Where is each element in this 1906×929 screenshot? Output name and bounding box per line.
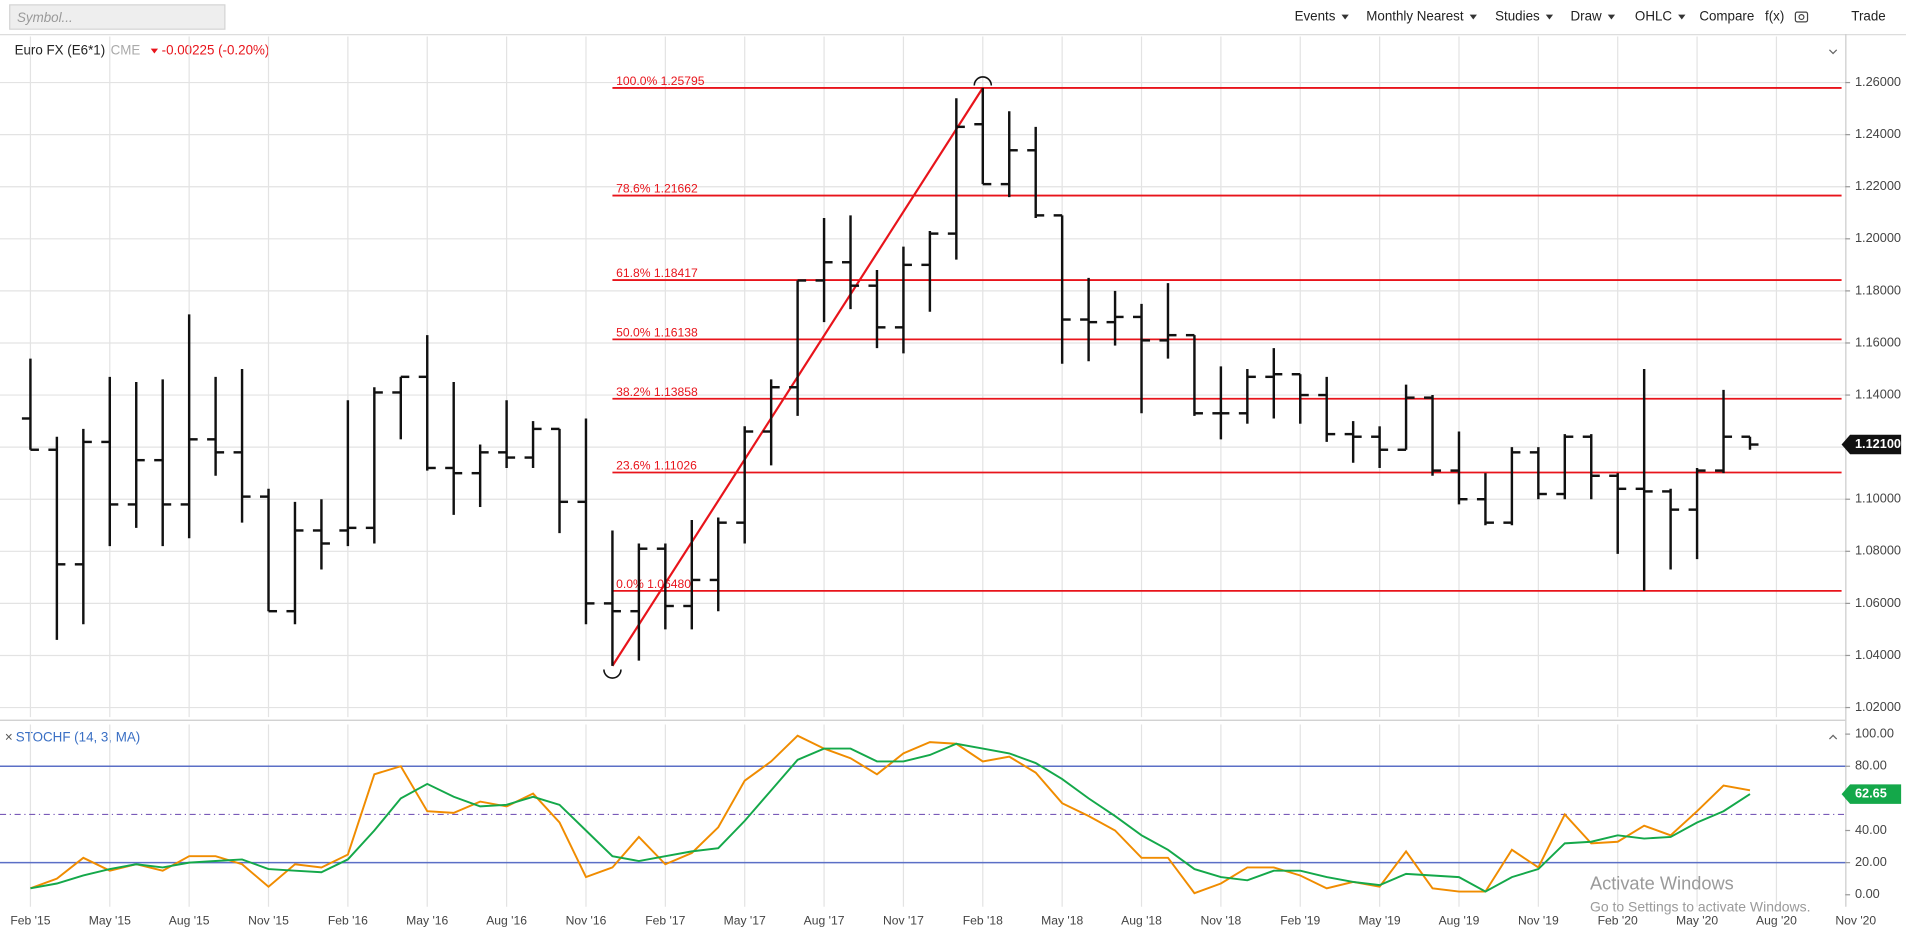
x-tick-label: Nov '15 [248, 914, 289, 928]
fib-label: 100.0% 1.25795 [616, 74, 705, 88]
x-tick-label: May '16 [406, 914, 448, 928]
x-tick-label: Feb '19 [1280, 914, 1320, 928]
toolbar: Events Monthly Nearest Studies Draw OHLC Comp… [1295, 9, 1886, 24]
x-tick-label: May '15 [89, 914, 131, 928]
x-tick-label: Aug '17 [804, 914, 845, 928]
y-tick-label: 100.00 [1855, 725, 1894, 740]
price-change: -0.00225 (-0.20%) [162, 43, 270, 58]
y-tick-label: 1.26000 [1855, 74, 1901, 89]
x-tick-label: Feb '15 [10, 914, 50, 928]
toolbar-button[interactable]: f(x) [1765, 9, 1784, 24]
x-tick-label: Nov '16 [566, 914, 607, 928]
x-tick-label: Aug '16 [486, 914, 527, 928]
price-tag [1841, 434, 1902, 455]
fib-label: 38.2% 1.13858 [616, 385, 698, 399]
y-tick-label: 80.00 [1855, 758, 1887, 773]
x-tick-label: Feb '16 [328, 914, 368, 928]
menu-button[interactable]: Studies [1495, 9, 1540, 24]
x-tick-label: Feb '18 [963, 914, 1003, 928]
y-tick-label: 1.02000 [1855, 699, 1901, 714]
y-tick-label: 1.10000 [1855, 491, 1901, 506]
watermark-title: Activate Windows [1590, 873, 1734, 894]
x-tick-label: Aug '20 [1756, 914, 1797, 928]
menu-button[interactable]: Events [1295, 9, 1336, 24]
y-tick-label: 1.16000 [1855, 334, 1901, 349]
x-tick-label: May '20 [1676, 914, 1718, 928]
symbol-placeholder: Symbol... [17, 10, 73, 25]
close-study[interactable]: × [5, 729, 13, 744]
y-tick-label: 1.18000 [1855, 282, 1901, 297]
plot: Feb '15 May '15 Aug '15 Nov '15 Feb '16 May '… [0, 36, 1902, 928]
study-line [30, 734, 1751, 895]
y-tick-label: 0.00 [1855, 886, 1880, 901]
menu-button[interactable]: OHLC [1635, 9, 1672, 24]
y-tick-label: 1.20000 [1855, 230, 1901, 245]
x-tick-label: Nov '20 [1835, 914, 1876, 928]
x-tick-label: Aug '18 [1121, 914, 1162, 928]
y-tick-label: 20.00 [1855, 854, 1887, 869]
collapse-icon[interactable] [1828, 49, 1838, 55]
toolbar-button[interactable]: Trade [1851, 9, 1885, 24]
symbol-input[interactable] [9, 4, 226, 30]
fib-label: 78.6% 1.21662 [616, 182, 698, 196]
camera-lens [1798, 13, 1805, 21]
dropdown-caret [1341, 14, 1349, 20]
y-tick-label: 1.06000 [1855, 595, 1901, 610]
x-tick-label: Aug '15 [169, 914, 210, 928]
swing-marker [973, 76, 993, 86]
study-line [30, 742, 1751, 893]
watermark-text: Go to Settings to activate Windows. [1590, 899, 1811, 915]
y-tick-label: 1.08000 [1855, 543, 1901, 558]
dropdown-caret [1469, 14, 1477, 20]
menu-button[interactable]: Monthly Nearest [1366, 9, 1464, 24]
x-tick-label: May '17 [724, 914, 766, 928]
x-tick-label: May '19 [1359, 914, 1401, 928]
x-tick-label: Feb '17 [645, 914, 685, 928]
fib-label: 0.0% 1.06480 [616, 577, 691, 591]
price-tag-label: 1.12100 [1855, 436, 1901, 451]
fib-label: 50.0% 1.16138 [616, 326, 698, 340]
y-tick-label: 1.04000 [1855, 647, 1901, 662]
exchange: CME [111, 43, 141, 58]
menu-button[interactable]: Draw [1571, 9, 1603, 24]
y-tick-label: 1.24000 [1855, 126, 1901, 141]
collapse-icon[interactable] [1828, 734, 1838, 740]
x-tick-label: Feb '20 [1598, 914, 1638, 928]
dropdown-caret [1545, 14, 1554, 20]
dropdown-caret [1678, 14, 1686, 20]
instrument-name: Euro FX (E6*1) [15, 43, 106, 58]
swing-marker [603, 669, 622, 679]
value-tag-label: 62.65 [1855, 785, 1887, 800]
value-tag [1841, 784, 1902, 804]
y-tick-label: 1.22000 [1855, 178, 1901, 193]
x-tick-label: Nov '18 [1200, 914, 1241, 928]
toolbar-button[interactable]: Compare [1699, 9, 1754, 24]
down-arrow [150, 48, 159, 54]
x-tick-label: May '18 [1041, 914, 1083, 928]
y-tick-label: 1.14000 [1855, 386, 1901, 401]
x-tick-label: Nov '19 [1518, 914, 1559, 928]
camera-icon[interactable] [1794, 11, 1809, 23]
x-tick-label: Aug '19 [1439, 914, 1480, 928]
dropdown-caret [1607, 14, 1616, 20]
x-tick-label: Nov '17 [883, 914, 924, 928]
study-title: STOCHF (14, 3, MA) [16, 729, 140, 744]
fib-label: 61.8% 1.18417 [616, 266, 698, 280]
fib-label: 23.6% 1.11026 [616, 459, 697, 473]
y-tick-label: 40.00 [1855, 822, 1887, 837]
